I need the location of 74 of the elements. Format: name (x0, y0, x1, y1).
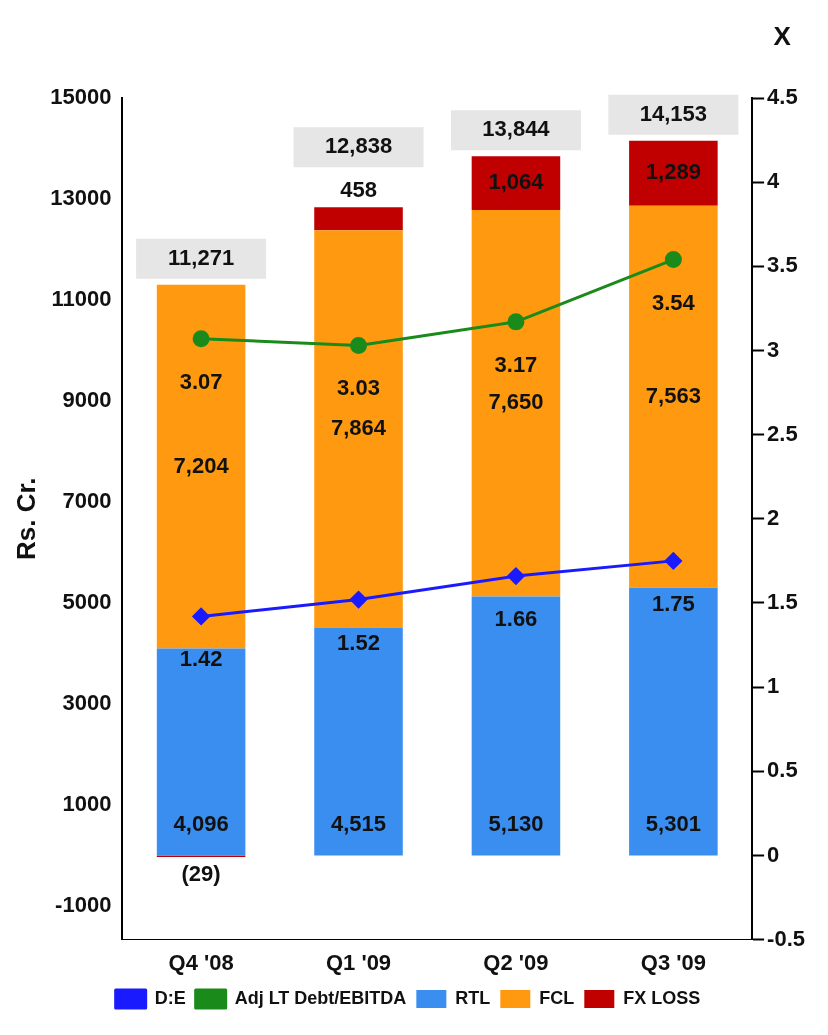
y2-tick-label: 4 (767, 168, 781, 194)
legend-label: FX LOSS (623, 987, 701, 1008)
bar (156, 648, 246, 856)
point (664, 552, 682, 570)
data-label: 7,204 (173, 452, 230, 478)
x-tick-label: Q3 '09 (640, 949, 706, 975)
point (664, 251, 682, 269)
y2-tick-label: 1 (767, 673, 780, 699)
data-label: 1.75 (651, 590, 695, 616)
bar (629, 140, 718, 206)
point (350, 591, 368, 609)
y-tick-label: -1000 (55, 891, 112, 917)
data-label: 5,130 (488, 811, 544, 837)
bar (471, 210, 561, 597)
legend-label: FCL (539, 987, 575, 1008)
y2-tick-label: 4.5 (767, 84, 798, 110)
bar (629, 587, 718, 856)
y2-tick-label: 0 (767, 841, 780, 867)
data-label: 3.07 (179, 368, 223, 394)
y-tick-label: 15000 (50, 84, 112, 110)
y-tick-label: 13000 (50, 185, 112, 211)
total-label: 12,838 (324, 133, 393, 159)
bar (314, 627, 403, 856)
x-tick-label: Q2 '09 (483, 949, 549, 975)
total-label: 13,844 (482, 116, 551, 142)
data-label: 3.03 (337, 375, 380, 401)
data-label: 1.52 (337, 629, 380, 655)
data-label: 7,650 (488, 389, 544, 415)
legend-label: Adj LT Debt/EBITDA (234, 987, 407, 1008)
y-tick-label: 3000 (62, 690, 112, 715)
y-tick-label: 11000 (51, 286, 112, 312)
data-label: 1.66 (494, 606, 538, 632)
y2-tick-label: 0.5 (767, 757, 798, 783)
data-label: 4,515 (330, 811, 387, 837)
data-label: 7,563 (645, 382, 701, 408)
bar (314, 207, 403, 231)
legend-label: RTL (455, 987, 491, 1008)
data-label: (29) (181, 860, 221, 886)
y-tick-label: 9000 (62, 387, 112, 413)
y-axis-title: Rs. Cr. (10, 477, 41, 560)
bar (471, 596, 561, 856)
point (350, 336, 368, 354)
y-tick-label: 1000 (62, 790, 112, 816)
point (507, 567, 525, 585)
y-tick-label: 5000 (62, 589, 112, 615)
y2-tick-label: 3 (767, 336, 780, 362)
y2-axis-title: X (773, 21, 792, 52)
total-label: 11,271 (168, 244, 235, 270)
data-label: 1.42 (179, 646, 223, 672)
data-label: 1,289 (645, 159, 701, 185)
total-label: 14,153 (639, 100, 708, 126)
x-tick-label: Q4 '08 (168, 949, 234, 975)
y2-tick-label: 2.5 (767, 420, 798, 446)
y2-tick-label: 3.5 (767, 252, 798, 278)
bar (629, 205, 718, 588)
y2-tick-label: 1.5 (767, 589, 798, 615)
y-tick-label: 7000 (62, 488, 112, 514)
data-label: 5,301 (645, 811, 701, 837)
data-label: 4,096 (173, 811, 229, 837)
data-label: 3.17 (494, 351, 538, 377)
bar (471, 156, 561, 211)
y2-tick-label: 2 (767, 504, 780, 530)
y2-tick-label: -0.5 (767, 925, 806, 951)
data-label: 7,864 (330, 414, 387, 440)
point (192, 330, 210, 348)
data-label: 3.54 (651, 289, 696, 315)
data-label: 1,064 (488, 169, 545, 195)
x-tick-label: Q1 '09 (325, 949, 392, 975)
data-label: 458 (340, 177, 377, 203)
point (507, 313, 525, 331)
bar (314, 230, 403, 628)
legend-label: D:E (154, 987, 186, 1008)
bar (156, 284, 246, 649)
point (192, 607, 210, 625)
